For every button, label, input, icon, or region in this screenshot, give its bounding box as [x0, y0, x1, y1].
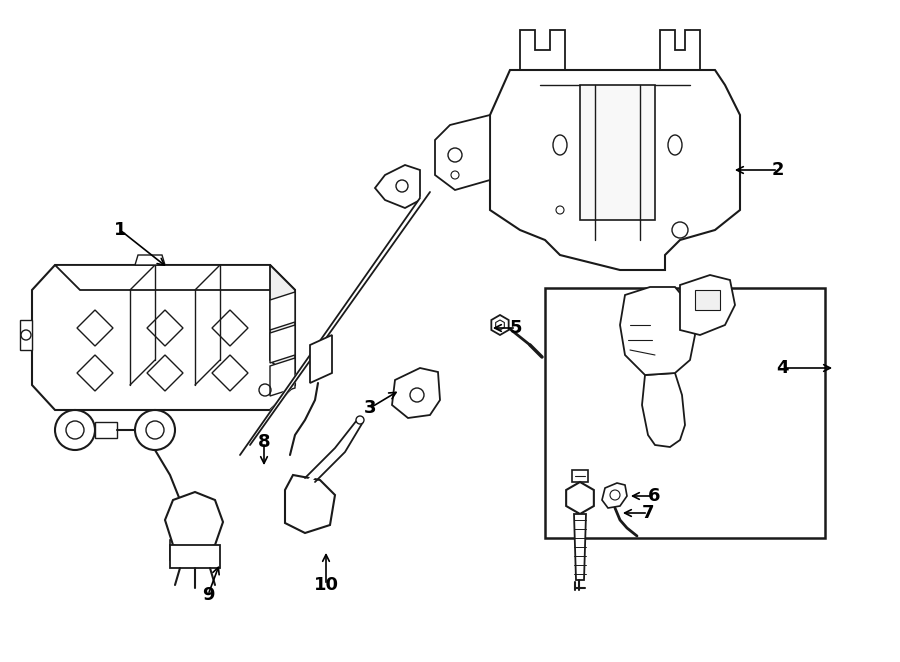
Polygon shape: [642, 373, 685, 447]
Polygon shape: [602, 483, 627, 508]
Polygon shape: [574, 514, 586, 580]
Polygon shape: [165, 492, 223, 552]
Polygon shape: [520, 30, 565, 70]
Polygon shape: [572, 470, 588, 482]
Text: 7: 7: [642, 504, 654, 522]
Polygon shape: [375, 165, 420, 208]
Polygon shape: [392, 368, 440, 418]
Polygon shape: [20, 320, 32, 350]
Polygon shape: [170, 540, 193, 560]
Polygon shape: [95, 422, 117, 438]
Text: 2: 2: [772, 161, 784, 179]
Polygon shape: [660, 30, 700, 70]
Circle shape: [55, 410, 95, 450]
Text: 1: 1: [113, 221, 126, 239]
Circle shape: [135, 410, 175, 450]
Bar: [545, 288, 825, 538]
Polygon shape: [270, 292, 295, 330]
Polygon shape: [620, 287, 695, 375]
Text: 9: 9: [202, 586, 214, 604]
Polygon shape: [680, 275, 735, 335]
Text: 4: 4: [776, 359, 788, 377]
Polygon shape: [32, 265, 295, 410]
Text: 3: 3: [364, 399, 376, 417]
Bar: [695, 290, 720, 310]
Text: 6: 6: [648, 487, 661, 505]
Polygon shape: [491, 315, 508, 335]
Text: 5: 5: [509, 319, 522, 337]
Polygon shape: [270, 358, 295, 396]
Polygon shape: [135, 255, 165, 265]
Polygon shape: [435, 115, 490, 190]
Polygon shape: [55, 265, 295, 290]
Polygon shape: [566, 482, 594, 514]
Polygon shape: [270, 325, 295, 363]
Text: 10: 10: [313, 576, 338, 594]
Polygon shape: [580, 85, 655, 220]
Polygon shape: [285, 475, 335, 533]
Circle shape: [356, 416, 364, 424]
Polygon shape: [310, 335, 332, 383]
Polygon shape: [490, 70, 740, 270]
Text: 8: 8: [257, 433, 270, 451]
Polygon shape: [170, 545, 220, 568]
Polygon shape: [270, 265, 295, 385]
